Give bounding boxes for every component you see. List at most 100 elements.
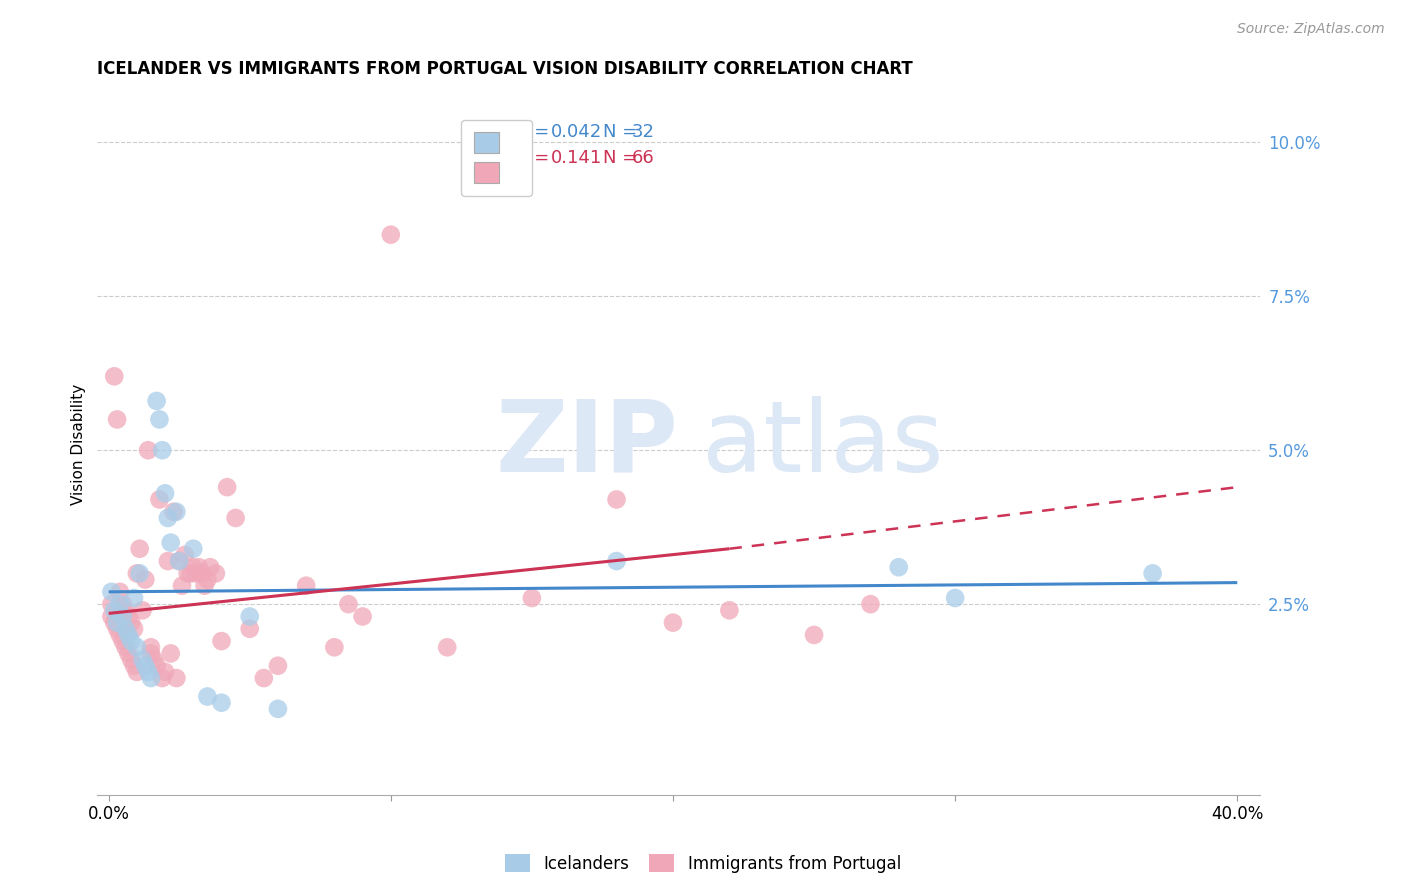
Point (239, 622, 262, 636)
Point (100, 597, 122, 611)
Point (436, 640, 458, 655)
Point (136, 443, 159, 458)
Point (211, 634, 233, 648)
Point (217, 480, 239, 494)
Point (239, 609, 262, 624)
Point (125, 640, 148, 655)
Point (352, 609, 374, 624)
Text: R =: R = (516, 149, 561, 168)
Point (156, 554, 179, 568)
Point (120, 634, 142, 648)
Text: 66: 66 (633, 149, 655, 168)
Point (200, 560, 222, 574)
Point (128, 541, 150, 556)
Point (181, 560, 204, 574)
Point (187, 560, 209, 574)
Text: R =: R = (516, 123, 555, 141)
Point (114, 603, 136, 617)
Point (100, 609, 122, 624)
Point (103, 603, 125, 617)
Point (859, 597, 882, 611)
Point (718, 603, 741, 617)
Point (131, 603, 153, 617)
Point (194, 579, 217, 593)
Point (111, 634, 134, 648)
Point (125, 665, 148, 679)
Point (120, 615, 142, 630)
Point (162, 505, 184, 519)
Text: N =: N = (603, 149, 643, 168)
Point (153, 665, 176, 679)
Point (165, 671, 187, 685)
Point (117, 647, 139, 661)
Point (131, 652, 153, 666)
Point (139, 647, 162, 661)
Point (253, 671, 276, 685)
Point (159, 647, 181, 661)
Point (606, 492, 628, 507)
Legend:  ,  : , (461, 120, 531, 195)
Point (105, 615, 128, 630)
Point (167, 554, 190, 568)
Text: 0.042: 0.042 (551, 123, 602, 141)
Point (176, 566, 198, 581)
Point (117, 628, 139, 642)
Point (662, 615, 685, 630)
Point (105, 412, 128, 426)
Point (122, 658, 145, 673)
Point (1142, 566, 1164, 581)
Point (153, 486, 176, 500)
Text: ZIP: ZIP (496, 395, 679, 492)
Point (295, 579, 318, 593)
Point (156, 511, 179, 525)
Legend: Icelanders, Immigrants from Portugal: Icelanders, Immigrants from Portugal (499, 847, 907, 880)
Point (606, 554, 628, 568)
Point (205, 566, 228, 581)
Point (108, 597, 131, 611)
Y-axis label: Vision Disability: Vision Disability (72, 384, 86, 505)
Point (150, 671, 173, 685)
Point (211, 696, 233, 710)
Point (159, 535, 181, 549)
Point (181, 541, 204, 556)
Text: 0.141: 0.141 (551, 149, 602, 168)
Point (117, 609, 139, 624)
Point (111, 609, 134, 624)
Point (108, 628, 131, 642)
Text: Source: ZipAtlas.com: Source: ZipAtlas.com (1237, 22, 1385, 37)
Point (103, 615, 125, 630)
Point (267, 658, 290, 673)
Point (225, 511, 247, 525)
Point (943, 591, 966, 605)
Point (197, 573, 219, 587)
Point (173, 548, 195, 562)
Point (122, 591, 145, 605)
Point (179, 566, 201, 581)
Point (887, 560, 910, 574)
Point (323, 640, 346, 655)
Point (134, 573, 156, 587)
Text: 32: 32 (633, 123, 655, 141)
Point (128, 566, 150, 581)
Point (520, 591, 543, 605)
Point (114, 640, 136, 655)
Point (125, 566, 148, 581)
Point (148, 492, 170, 507)
Point (134, 658, 156, 673)
Text: ICELANDER VS IMMIGRANTS FROM PORTUGAL VISION DISABILITY CORRELATION CHART: ICELANDER VS IMMIGRANTS FROM PORTUGAL VI… (97, 60, 912, 78)
Point (150, 443, 173, 458)
Point (114, 622, 136, 636)
Point (184, 566, 207, 581)
Point (103, 369, 125, 384)
Point (122, 622, 145, 636)
Point (380, 227, 402, 242)
Point (136, 665, 159, 679)
Point (108, 585, 131, 599)
Point (267, 702, 290, 716)
Point (145, 658, 167, 673)
Point (197, 690, 219, 704)
Point (100, 585, 122, 599)
Point (120, 652, 142, 666)
Point (105, 622, 128, 636)
Point (148, 412, 170, 426)
